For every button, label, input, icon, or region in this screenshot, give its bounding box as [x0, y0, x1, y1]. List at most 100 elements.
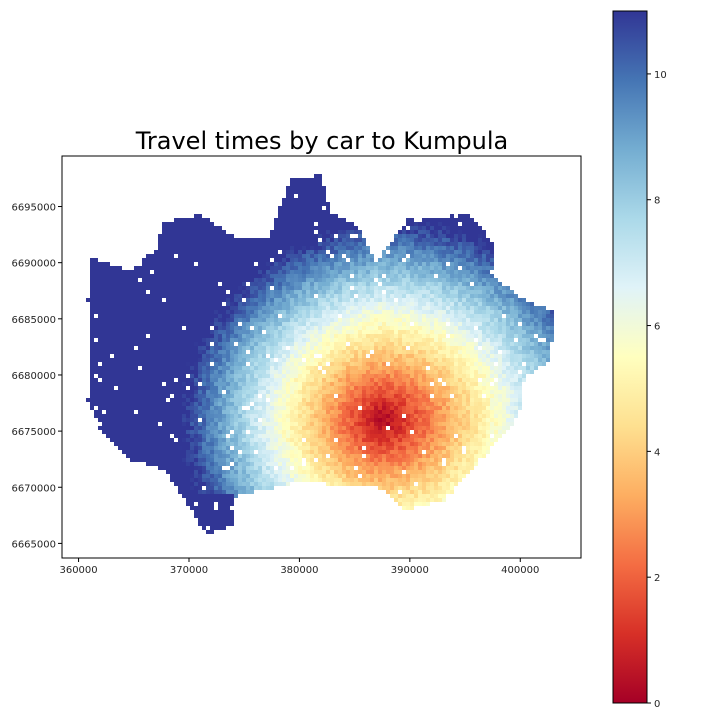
grid-cell — [490, 378, 494, 382]
grid-cell — [406, 394, 410, 398]
grid-cell — [182, 402, 186, 406]
grid-cell — [334, 306, 338, 310]
grid-cell — [206, 370, 210, 374]
grid-cell — [518, 358, 522, 362]
grid-cell — [454, 354, 458, 358]
grid-cell — [354, 230, 358, 234]
grid-cell — [102, 286, 106, 290]
grid-cell — [278, 374, 282, 378]
grid-cell — [138, 394, 142, 398]
grid-cell — [234, 338, 238, 342]
grid-cell — [434, 390, 438, 394]
grid-cell — [266, 410, 270, 414]
grid-cell — [490, 258, 494, 262]
grid-cell — [226, 306, 230, 310]
grid-cell — [254, 242, 258, 246]
grid-cell — [270, 250, 274, 254]
grid-cell — [226, 282, 230, 286]
grid-cell — [482, 390, 486, 394]
grid-cell — [386, 338, 390, 342]
grid-cell — [270, 318, 274, 322]
grid-cell — [286, 302, 290, 306]
grid-cell — [434, 226, 438, 230]
grid-cell — [134, 298, 138, 302]
grid-cell — [358, 282, 362, 286]
grid-cell — [230, 234, 234, 238]
grid-cell — [318, 202, 322, 206]
grid-cell — [198, 414, 202, 418]
grid-cell — [94, 290, 98, 294]
grid-cell — [294, 386, 298, 390]
grid-cell — [182, 274, 186, 278]
grid-cell — [198, 330, 202, 334]
grid-cell — [130, 394, 134, 398]
grid-cell — [382, 378, 386, 382]
grid-cell — [222, 318, 226, 322]
grid-cell — [322, 386, 326, 390]
grid-cell — [302, 238, 306, 242]
grid-cell — [126, 314, 130, 318]
grid-cell — [258, 378, 262, 382]
grid-cell — [274, 246, 278, 250]
grid-cell — [422, 330, 426, 334]
grid-cell — [246, 274, 250, 278]
grid-cell — [342, 390, 346, 394]
grid-cell — [106, 366, 110, 370]
grid-cell — [466, 230, 470, 234]
grid-cell — [370, 370, 374, 374]
grid-cell — [198, 254, 202, 258]
grid-cell — [514, 306, 518, 310]
grid-cell — [202, 350, 206, 354]
grid-cell — [382, 386, 386, 390]
grid-cell — [374, 390, 378, 394]
grid-cell — [162, 230, 166, 234]
grid-cell — [402, 354, 406, 358]
grid-cell — [90, 386, 94, 390]
grid-cell — [430, 410, 434, 414]
grid-cell — [286, 342, 290, 346]
grid-cell — [210, 322, 214, 326]
grid-cell — [394, 234, 398, 238]
grid-cell — [490, 262, 494, 266]
grid-cell — [358, 250, 362, 254]
grid-cell — [310, 370, 314, 374]
grid-cell — [418, 302, 422, 306]
grid-cell — [286, 414, 290, 418]
grid-cell — [422, 242, 426, 246]
grid-cell — [402, 362, 406, 366]
grid-cell — [110, 270, 114, 274]
grid-cell — [342, 310, 346, 314]
grid-cell — [154, 374, 158, 378]
grid-cell — [294, 370, 298, 374]
grid-cell — [122, 378, 126, 382]
grid-cell — [138, 378, 142, 382]
grid-cell — [282, 398, 286, 402]
grid-cell — [154, 358, 158, 362]
grid-cell — [298, 238, 302, 242]
grid-cell — [190, 270, 194, 274]
grid-cell — [106, 298, 110, 302]
grid-cell — [414, 322, 418, 326]
grid-cell — [162, 262, 166, 266]
grid-cell — [162, 234, 166, 238]
grid-cell — [142, 390, 146, 394]
grid-cell — [134, 334, 138, 338]
grid-cell — [274, 230, 278, 234]
grid-cell — [458, 362, 462, 366]
grid-cell — [394, 318, 398, 322]
grid-cell — [154, 406, 158, 410]
grid-cell — [310, 318, 314, 322]
grid-cell — [470, 318, 474, 322]
grid-cell — [126, 342, 130, 346]
grid-cell — [90, 378, 94, 382]
grid-cell — [142, 338, 146, 342]
grid-cell — [346, 238, 350, 242]
grid-cell — [458, 278, 462, 282]
grid-cell — [326, 322, 330, 326]
grid-cell — [442, 346, 446, 350]
grid-cell — [134, 338, 138, 342]
grid-cell — [350, 330, 354, 334]
grid-cell — [482, 398, 486, 402]
grid-cell — [254, 394, 258, 398]
grid-cell — [354, 346, 358, 350]
